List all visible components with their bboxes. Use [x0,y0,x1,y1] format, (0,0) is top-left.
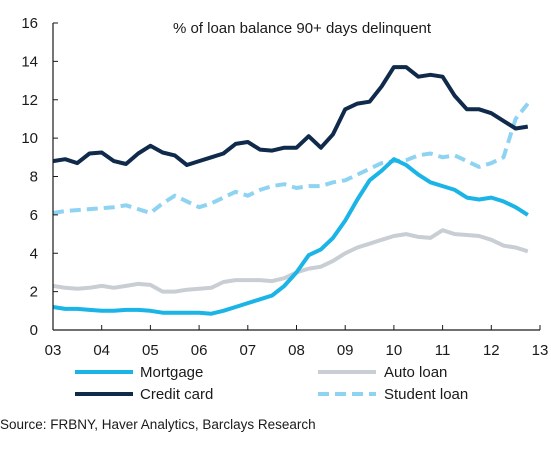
legend: Mortgage Auto loan Credit card Student loan [75,364,468,403]
legend-label: Mortgage [140,364,203,381]
x-tick-label: 06 [191,342,208,359]
x-tick-label: 05 [142,342,159,359]
x-tick-label: 13 [532,342,549,359]
legend-item-student-loan: Student loan [318,386,468,403]
x-axis: 03 04 05 06 07 08 09 10 11 12 13 [45,325,549,359]
series-line-credit-card [52,65,529,167]
y-axis: 0 2 4 6 8 10 12 14 16 [21,15,58,339]
x-tick-label: 08 [288,342,305,359]
x-tick-label: 03 [45,342,62,359]
legend-item-mortgage: Mortgage [75,364,203,381]
x-tick-label: 09 [337,342,354,359]
legend-item-auto-loan: Auto loan [318,364,447,381]
y-tick-label: 12 [21,92,38,109]
source-note: Source: FRBNY, Haver Analytics, Barclays… [0,417,316,432]
legend-label: Auto loan [384,364,447,381]
x-tick-label: 07 [239,342,256,359]
y-tick-label: 4 [30,245,38,262]
series-line-student-loan [52,102,530,215]
x-tick-label: 10 [386,342,403,359]
y-tick-label: 8 [30,169,38,186]
y-tick-label: 14 [21,53,38,70]
y-tick-label: 10 [21,130,38,147]
y-tick-label: 0 [30,322,38,339]
series-line-auto-loan [52,228,529,294]
legend-label: Student loan [384,386,468,403]
x-tick-label: 12 [483,342,500,359]
y-tick-label: 16 [21,15,38,32]
y-tick-label: 6 [30,207,38,224]
series-line-mortgage [52,157,529,316]
legend-label: Credit card [140,386,213,403]
x-tick-label: 11 [435,342,451,359]
plot-area [52,65,530,316]
legend-item-credit-card: Credit card [75,386,213,403]
x-tick-label: 04 [93,342,110,359]
y-tick-label: 2 [30,284,38,301]
chart-title: % of loan balance 90+ days delinquent [173,20,432,37]
